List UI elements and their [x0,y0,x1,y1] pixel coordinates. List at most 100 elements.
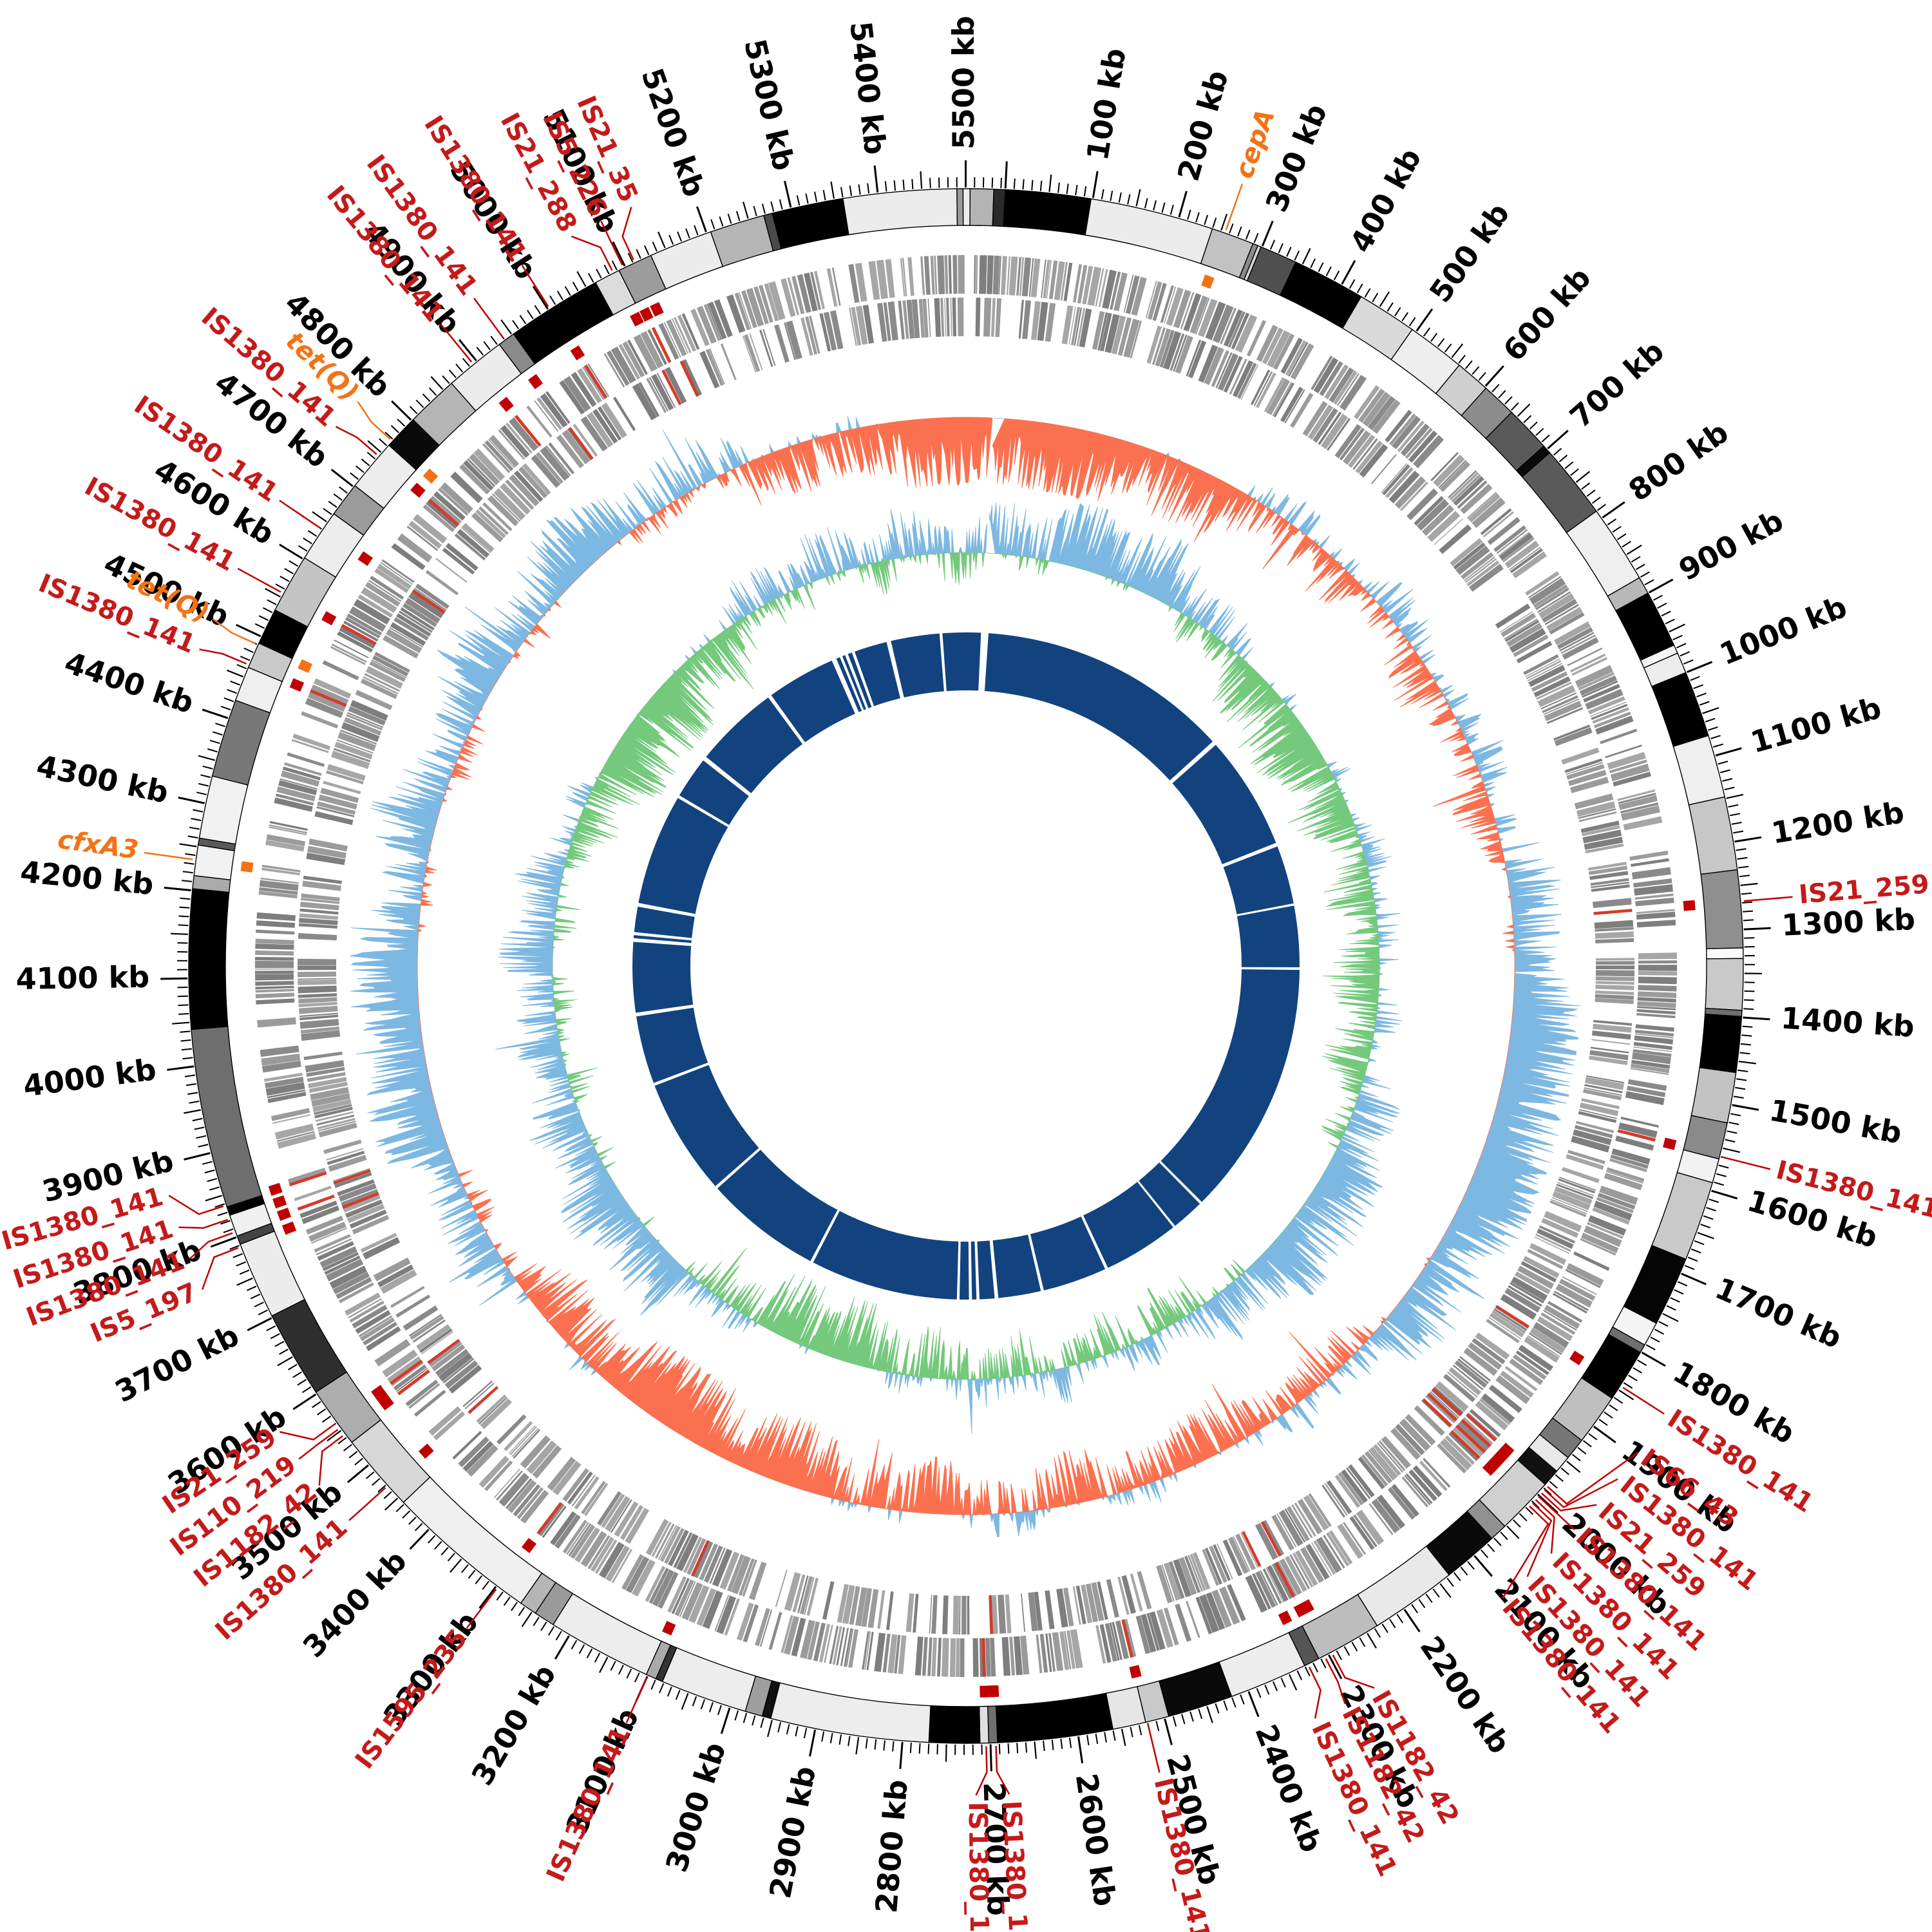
scale-tick [1665,618,1675,625]
scale-tick [223,697,234,703]
scale-tick [594,1653,601,1663]
gene-dash [714,299,733,337]
scale-tick [275,583,285,590]
gene-dash [1414,496,1444,526]
gene-dash [1595,981,1634,985]
scale-tick [511,1602,518,1611]
gene-dash [592,409,618,444]
gene-dash [1635,897,1674,907]
gene-dash [731,1555,751,1595]
gene-dash [1443,1374,1476,1403]
scale-tick [777,1721,782,1733]
scale-tick [1325,266,1332,276]
gene-dash [404,598,440,624]
gene-dash [1437,1443,1467,1473]
gene-dash [312,1099,352,1112]
gene-dash [1162,331,1182,370]
gene-dash [545,391,571,424]
scale-tick [366,451,376,460]
coverage-segment [636,1007,708,1083]
gene-dash [797,1575,809,1613]
gene-dash [1408,1469,1437,1502]
scale-tick [920,171,923,189]
gene-dash [1509,546,1541,571]
scale-tick [475,1575,483,1585]
gene-dash [1588,866,1628,875]
scale-tick [1726,793,1744,799]
gene-dash [1334,1474,1361,1508]
contig-block [552,1593,662,1676]
annotation-marker [289,678,305,692]
gene-dash [1595,970,1634,977]
gene-dash [842,1585,855,1624]
scale-tick [1612,526,1622,533]
gene-dash [1359,444,1388,478]
scale-tick [254,1302,264,1307]
coverage-segment [638,798,728,914]
gene-dash [762,328,776,366]
scale-tick [1728,804,1739,808]
scale-tick [1613,1397,1624,1404]
annotation-leader-line [298,1428,339,1460]
gene-dash [1227,311,1245,348]
gene-dash [1462,1417,1493,1446]
gene-dash [1634,884,1673,896]
scale-tick [346,1464,370,1484]
gene-dash [1488,1385,1522,1414]
gene-dash [509,474,540,507]
gene-dash [1414,1405,1445,1436]
gene-dash [422,504,455,533]
gene-dash [1467,491,1497,518]
gene-dash [1276,1513,1297,1548]
scale-tick [720,1707,731,1734]
gene-dash [1593,1200,1633,1221]
gene-dash-is [1617,1129,1656,1142]
gene-dash-is [661,369,682,406]
gene-dash [1061,305,1074,345]
gene-dash [647,329,667,365]
scale-tick [1687,1256,1698,1262]
gene-dash [1271,1514,1294,1551]
gene-dash [399,611,433,633]
gene-dash [1605,1171,1643,1184]
scale-tick [442,375,450,384]
scale-tick [719,216,724,227]
scale-tick [1716,1173,1727,1177]
gene-dash [605,1545,630,1582]
scale-tick [667,1686,672,1697]
scale-tick [1144,198,1148,209]
gene-dash [352,1215,390,1235]
gene-dash [846,1629,854,1667]
gene-dash [1255,1522,1278,1560]
gene-dash [1630,1068,1669,1075]
gene-dash [363,1236,401,1260]
scale-tick [1623,1382,1633,1389]
annotation-leader-line [1544,1478,1618,1508]
gene-dash [699,1543,719,1581]
scale-tick [1349,279,1356,289]
gc-content-track-negative [552,552,1380,1380]
scale-tick [1618,1389,1634,1401]
gene-dash [323,781,361,795]
gene-dash [1009,256,1018,296]
gene-dash [337,732,376,752]
annotation-leader-line [1547,1452,1638,1505]
scale-tick [1616,533,1627,540]
gene-dash [671,1578,690,1615]
gene-dash [967,1596,970,1635]
gene-dash [574,1527,600,1563]
scale-tick [786,1724,790,1735]
scale-tick [1718,761,1728,765]
gene-dash [905,1593,914,1633]
gene-dash [1311,1542,1332,1577]
scale-tick [1269,240,1276,250]
gene-dash [1490,1312,1524,1338]
scale-tick [1318,262,1324,272]
gene-dash [1286,1506,1310,1542]
gene-dash [785,320,802,360]
scale-tick [572,281,579,292]
annotation-leader-line [1743,896,1793,902]
scale-tick [1288,1674,1298,1690]
contig-block [191,1026,263,1208]
scale-tick [1013,178,1016,189]
